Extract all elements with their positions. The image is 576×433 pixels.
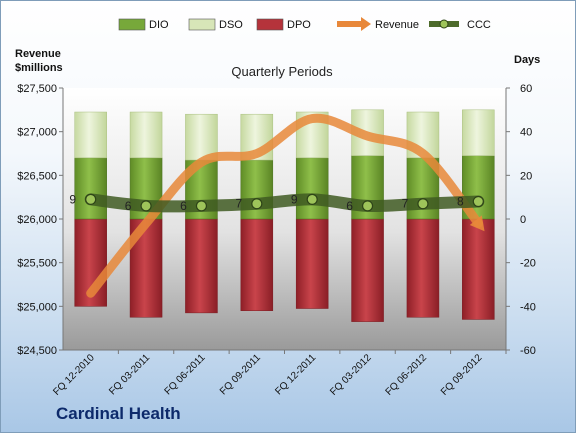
ccc-marker [306,193,318,205]
legend-swatch-dpo [256,18,284,31]
bar-dso [74,111,107,159]
ccc-marker [195,200,208,212]
x-tick-label: FQ 09-2012 [439,352,485,398]
bar-dso [462,109,495,156]
ccc-label: 7 [402,197,409,211]
x-tick-label: FQ 03-2011 [107,352,152,397]
ccc-marker [85,193,97,205]
legend-label-revenue: Revenue [375,19,419,31]
revenue-line [86,113,483,298]
x-tick-label: FQ 12-2010 [51,352,97,398]
right-tick-label: -60 [520,345,536,357]
x-tick-label: FQ 03-2012 [328,352,374,398]
x-tick-label: FQ 09-2011 [218,352,263,397]
bar-dpo [295,218,329,309]
bar-dso [129,111,163,159]
left-tick-label: $24,500 [17,345,57,357]
x-tick-label: FQ 12-2011 [273,352,318,397]
left-axis-label-line2: $millions [15,62,63,74]
legend-label-dso: DSO [219,19,243,31]
legend-swatch-dio [118,18,146,31]
ccc-label: 6 [180,199,187,213]
left-tick-label: $25,500 [17,258,57,270]
ccc-label: 8 [457,195,464,209]
ccc-label: 6 [346,199,353,213]
legend-label-dio: DIO [149,19,169,31]
right-tick-label: 40 [520,127,532,139]
x-tick-label: FQ 06-2011 [163,352,208,397]
legend-arrow-revenue [361,17,371,31]
left-tick-label: $26,000 [17,214,57,226]
bar-dpo [351,218,384,322]
ccc-label: 9 [69,192,76,206]
left-tick-label: $27,500 [17,83,57,95]
ccc-marker [472,195,484,208]
bar-dpo [185,218,218,314]
ccc-marker [361,200,374,212]
bar-dpo [406,218,440,318]
ccc-marker [140,200,152,212]
chart-title: Quarterly Periods [231,64,333,79]
bar-dpo [462,218,495,320]
left-tick-label: $25,000 [17,301,57,313]
bar-dso [185,113,218,161]
legend-swatch-dso [188,18,216,31]
right-tick-label: -20 [520,258,536,270]
left-axis-label-line1: Revenue [15,48,61,60]
right-tick-label: 60 [520,83,532,95]
left-tick-label: $27,000 [17,127,57,139]
right-tick-label: -40 [520,301,536,313]
company-name: Cardinal Health [56,404,181,423]
right-tick-label: 0 [520,214,526,226]
revenue-arrowhead [469,215,485,232]
bar-dpo [240,218,274,311]
legend-label-ccc: CCC [467,19,491,31]
right-axis-label: Days [514,54,540,66]
bar-dio [74,157,107,220]
bar-dio [295,157,329,220]
x-tick-label: FQ 06-2012 [384,352,430,398]
plot-area [63,88,506,350]
ccc-marker [417,198,429,210]
ccc-label: 9 [291,192,298,206]
ccc-label: 7 [235,197,242,211]
ccc-label: 6 [125,199,132,213]
legend-marker-ccc [439,19,449,29]
legend-label-dpo: DPO [287,19,311,31]
ccc-marker [251,198,263,210]
left-tick-label: $26,500 [17,170,57,182]
right-tick-label: 20 [520,170,532,182]
